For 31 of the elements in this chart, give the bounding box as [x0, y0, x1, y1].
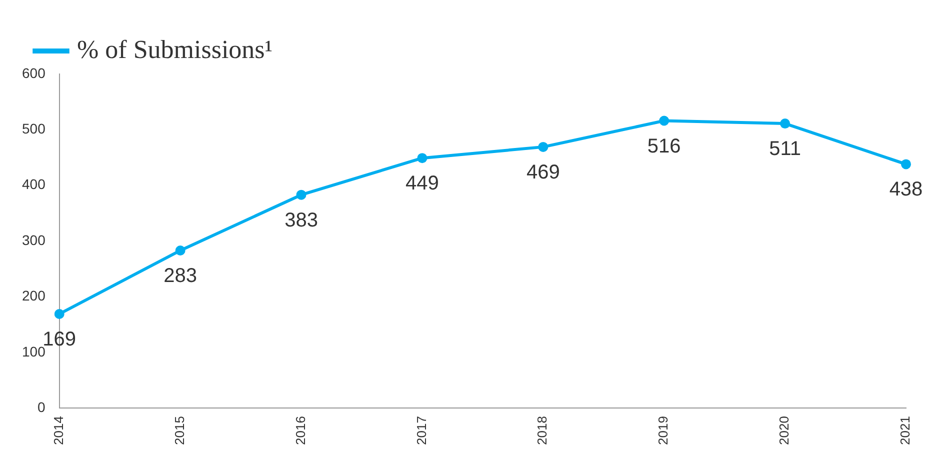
y-tick-label: 200 — [22, 288, 46, 304]
y-tick-label: 0 — [38, 398, 46, 415]
point — [538, 142, 548, 152]
y-tick-label: 600 — [22, 64, 46, 81]
x-tick-label: 2018 — [534, 416, 550, 445]
data-label: 516 — [647, 135, 681, 158]
x-tick-label: 2020 — [776, 416, 792, 445]
data-label: 283 — [164, 265, 197, 288]
y-tick-label: 500 — [22, 120, 46, 137]
point — [901, 159, 911, 170]
data-label: 511 — [769, 138, 801, 160]
x-tick-label: 2014 — [50, 416, 66, 445]
x-tick-label: 2019 — [656, 416, 671, 445]
point — [780, 118, 790, 129]
legend-label: % of Submissions¹ — [77, 34, 273, 64]
point — [175, 246, 186, 256]
data-label: 438 — [889, 178, 923, 201]
y-tick-label: 300 — [22, 232, 46, 248]
y-tick-label: 100 — [22, 343, 46, 360]
data-label: 449 — [406, 172, 439, 195]
data-label: 469 — [526, 161, 560, 184]
point — [54, 308, 64, 319]
point — [417, 153, 428, 164]
point — [659, 116, 670, 126]
x-tick-label: 2021 — [898, 416, 913, 445]
x-tick-label: 2015 — [172, 416, 187, 445]
x-tick-label: 2017 — [414, 416, 429, 445]
point — [296, 190, 306, 200]
data-label: 383 — [284, 209, 318, 232]
x-tick-label: 2016 — [292, 416, 308, 445]
y-tick-label: 400 — [22, 176, 46, 192]
